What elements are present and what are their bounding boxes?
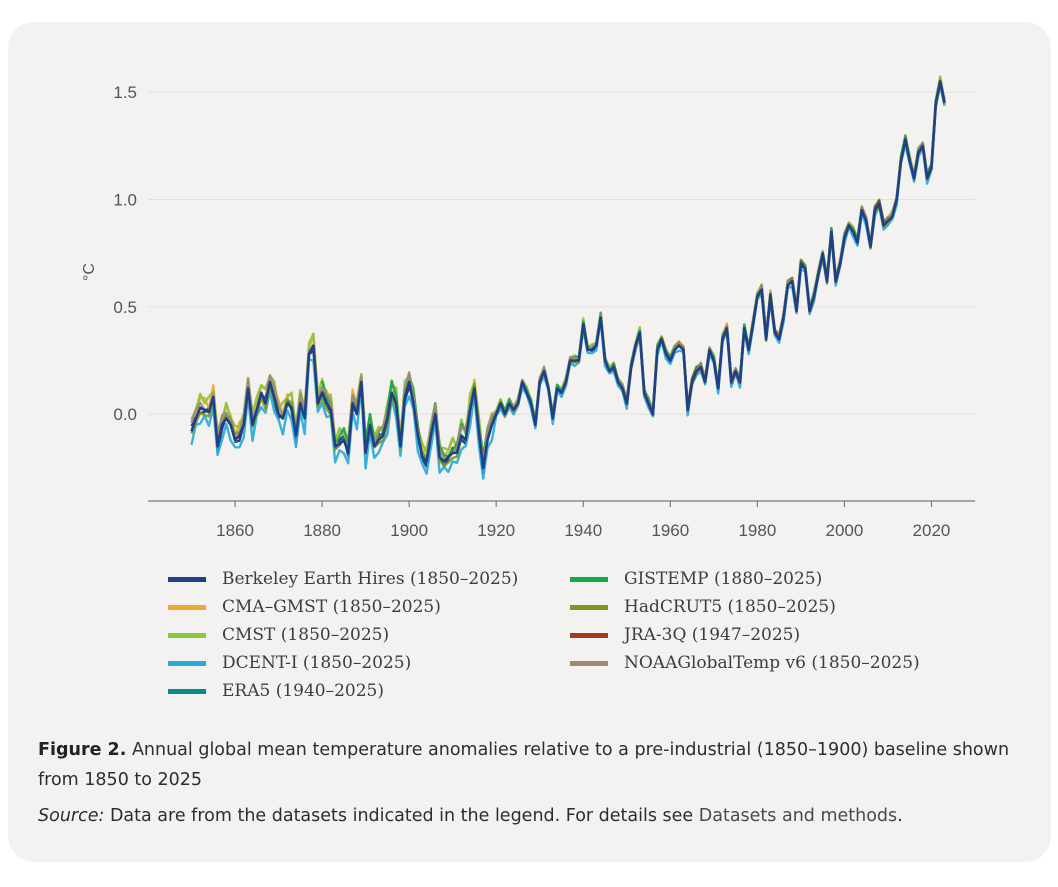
legend-item-era5: ERA5 (1940–2025) [168, 678, 384, 704]
legend-label: CMA–GMST (1850–2025) [222, 597, 441, 617]
x-tick-label: 1920 [477, 521, 515, 540]
figure-caption: Figure 2. Annual global mean temperature… [38, 735, 1028, 795]
x-tick-label: 1960 [651, 521, 689, 540]
temperature-anomaly-chart: 0.0 0.5 1.0 1.5 1860 1880 1900 1920 1940 1960 1980… [81, 75, 975, 540]
legend-item-hadcrut5: HadCRUT5 (1850–2025) [570, 594, 836, 620]
x-tick-label: 1860 [216, 521, 254, 540]
legend-item-berkeley: Berkeley Earth Hires (1850–2025) [168, 566, 518, 592]
series-line [612, 80, 946, 416]
legend-swatch [168, 576, 206, 582]
y-tick-label: 1.0 [113, 191, 137, 210]
legend-swatch [570, 632, 608, 638]
y-tick-label: 0.5 [113, 298, 137, 317]
legend-label: NOAAGlobalTemp v6 (1850–2025) [624, 653, 920, 673]
legend-item-cma-gmst: CMA–GMST (1850–2025) [168, 594, 441, 620]
legend-label: JRA-3Q (1947–2025) [624, 625, 801, 645]
figure-label: Figure 2. [38, 740, 127, 760]
y-axis-label: °C [81, 263, 98, 281]
legend-label: DCENT-I (1850–2025) [222, 653, 412, 673]
legend-label: Berkeley Earth Hires (1850–2025) [222, 569, 519, 589]
legend-item-cmst: CMST (1850–2025) [168, 622, 389, 648]
legend-swatch [570, 604, 608, 610]
legend-label: HadCRUT5 (1850–2025) [624, 597, 836, 617]
series-line-berkeley [190, 80, 946, 470]
x-tick-label: 1980 [738, 521, 776, 540]
x-tick-label: 2020 [913, 521, 951, 540]
series-line [582, 79, 946, 415]
x-tick-label: 2000 [826, 521, 864, 540]
source-note: Source: Data are from the datasets indic… [38, 806, 1038, 826]
legend-swatch [570, 660, 608, 666]
datasets-methods-link[interactable]: Datasets and methods [698, 806, 898, 826]
legend-swatch [168, 632, 206, 638]
legend-label: ERA5 (1940–2025) [222, 681, 384, 701]
legend-item-gistemp: GISTEMP (1880–2025) [570, 566, 822, 592]
legend-item-dcent: DCENT-I (1850–2025) [168, 650, 411, 676]
legend-label: CMST (1850–2025) [222, 625, 390, 645]
source-label: Source: [38, 806, 105, 826]
legend-item-noaa: NOAAGlobalTemp v6 (1850–2025) [570, 650, 920, 676]
legend-swatch [168, 660, 206, 666]
legend-swatch [570, 576, 608, 582]
source-end: . [897, 806, 903, 826]
legend-label: GISTEMP (1880–2025) [624, 569, 823, 589]
x-tick-label: 1880 [303, 521, 341, 540]
x-tick-label: 1940 [564, 521, 602, 540]
chart-legend: Berkeley Earth Hires (1850–2025) CMA–GMS… [168, 566, 968, 706]
x-tick-label: 1900 [390, 521, 428, 540]
legend-item-jra3q: JRA-3Q (1947–2025) [570, 622, 800, 648]
y-tick-label: 0.0 [113, 405, 137, 424]
legend-swatch [168, 604, 206, 610]
figure-caption-text: Annual global mean temperature anomalies… [38, 740, 1010, 790]
y-tick-label: 1.5 [113, 83, 137, 102]
legend-swatch [168, 688, 206, 694]
figure-card [8, 22, 1051, 862]
source-text: Data are from the datasets indicated in … [104, 806, 699, 826]
